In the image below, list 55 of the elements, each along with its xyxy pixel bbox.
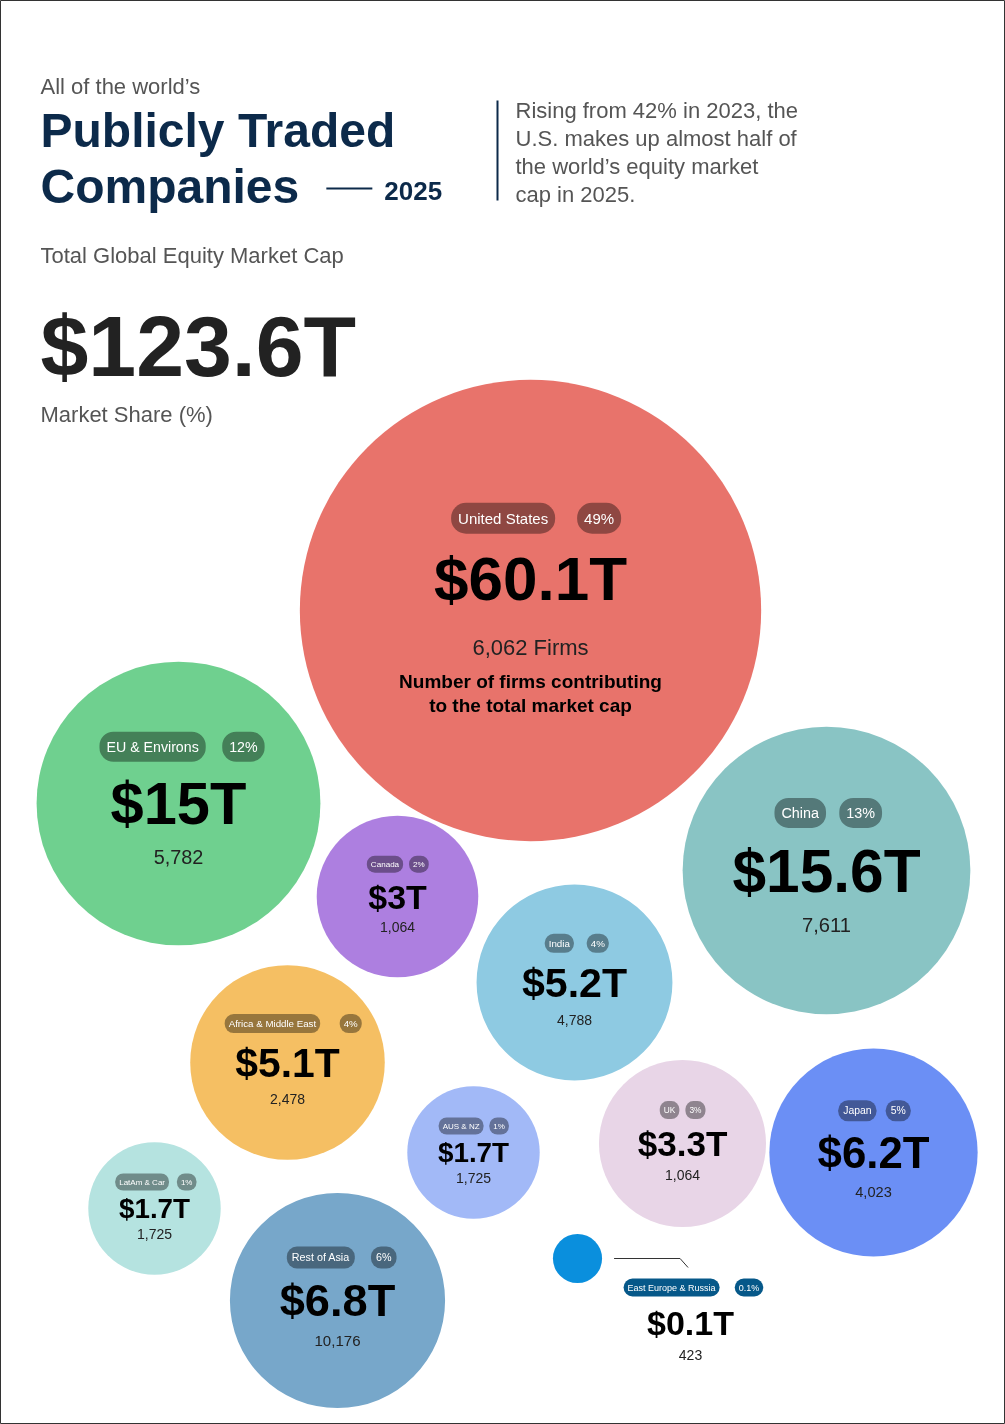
data-label: $15T xyxy=(110,770,247,837)
text: 1% xyxy=(180,1177,193,1187)
text: 423 xyxy=(678,1346,703,1363)
data-label: $0.1T xyxy=(647,1303,735,1342)
data-label: $1.7T xyxy=(437,1137,510,1168)
data-label: $5.2T xyxy=(521,959,628,1006)
text: 10,176 xyxy=(314,1332,361,1350)
text: 2,478 xyxy=(269,1091,306,1108)
text: 1% xyxy=(493,1121,505,1131)
text: 13% xyxy=(846,804,876,821)
text: 6,062 Firms xyxy=(472,634,589,660)
category-label: Canada xyxy=(370,859,400,869)
data-label: $6.8T xyxy=(279,1275,396,1326)
data-label: $1.7T xyxy=(118,1193,191,1224)
data-label: $60.1T xyxy=(433,543,628,613)
text: 0.1% xyxy=(738,1282,760,1293)
text: 4,788 xyxy=(556,1011,593,1028)
text: 5% xyxy=(890,1105,906,1117)
category-label: UK xyxy=(663,1105,676,1116)
category-label: East Europe & Russia xyxy=(627,1282,716,1293)
data-label: $6.2T xyxy=(817,1128,930,1177)
text: 49% xyxy=(584,509,615,527)
category-label: LatAm & Car xyxy=(119,1177,166,1187)
category-label: Africa & Middle East xyxy=(228,1018,317,1030)
text: 1,064 xyxy=(379,919,416,936)
text: 1,725 xyxy=(455,1169,492,1186)
category-label: China xyxy=(781,804,820,821)
text: All of the world’s xyxy=(40,74,201,99)
text: 1,064 xyxy=(664,1167,701,1184)
text: 4% xyxy=(343,1018,358,1030)
text: 12% xyxy=(229,738,258,755)
category-label: Japan xyxy=(843,1105,872,1117)
text: $123.6T xyxy=(40,297,357,394)
category-label: EU & Environs xyxy=(106,738,199,755)
text: 7,611 xyxy=(802,914,851,937)
text: Number of firms contributing to the total market cap xyxy=(399,670,662,716)
text: 1,725 xyxy=(136,1225,173,1242)
category-label: AUS & NZ xyxy=(442,1121,480,1131)
text: 4,023 xyxy=(855,1184,892,1201)
data-label: $15.6T xyxy=(732,836,921,905)
data-label: $3.3T xyxy=(637,1124,728,1163)
data-label: $3T xyxy=(368,877,428,916)
category-label: Rest of Asia xyxy=(291,1251,350,1264)
text: Total Global Equity Market Cap xyxy=(40,243,344,268)
data-label: $5.1T xyxy=(235,1039,340,1086)
text: 3% xyxy=(689,1105,702,1116)
text: Rising from 42% in 2023, the U.S. makes up almost half of the world’s equity market cap in 2025. xyxy=(515,98,798,207)
text: 4% xyxy=(590,937,605,949)
text: 2% xyxy=(413,859,425,869)
text: 5,782 xyxy=(153,846,204,869)
text: Market Share (%) xyxy=(40,402,213,427)
category-label: India xyxy=(548,937,571,949)
text: 6% xyxy=(375,1251,392,1264)
text: 2025 xyxy=(384,175,443,206)
category-label: United States xyxy=(458,509,549,527)
